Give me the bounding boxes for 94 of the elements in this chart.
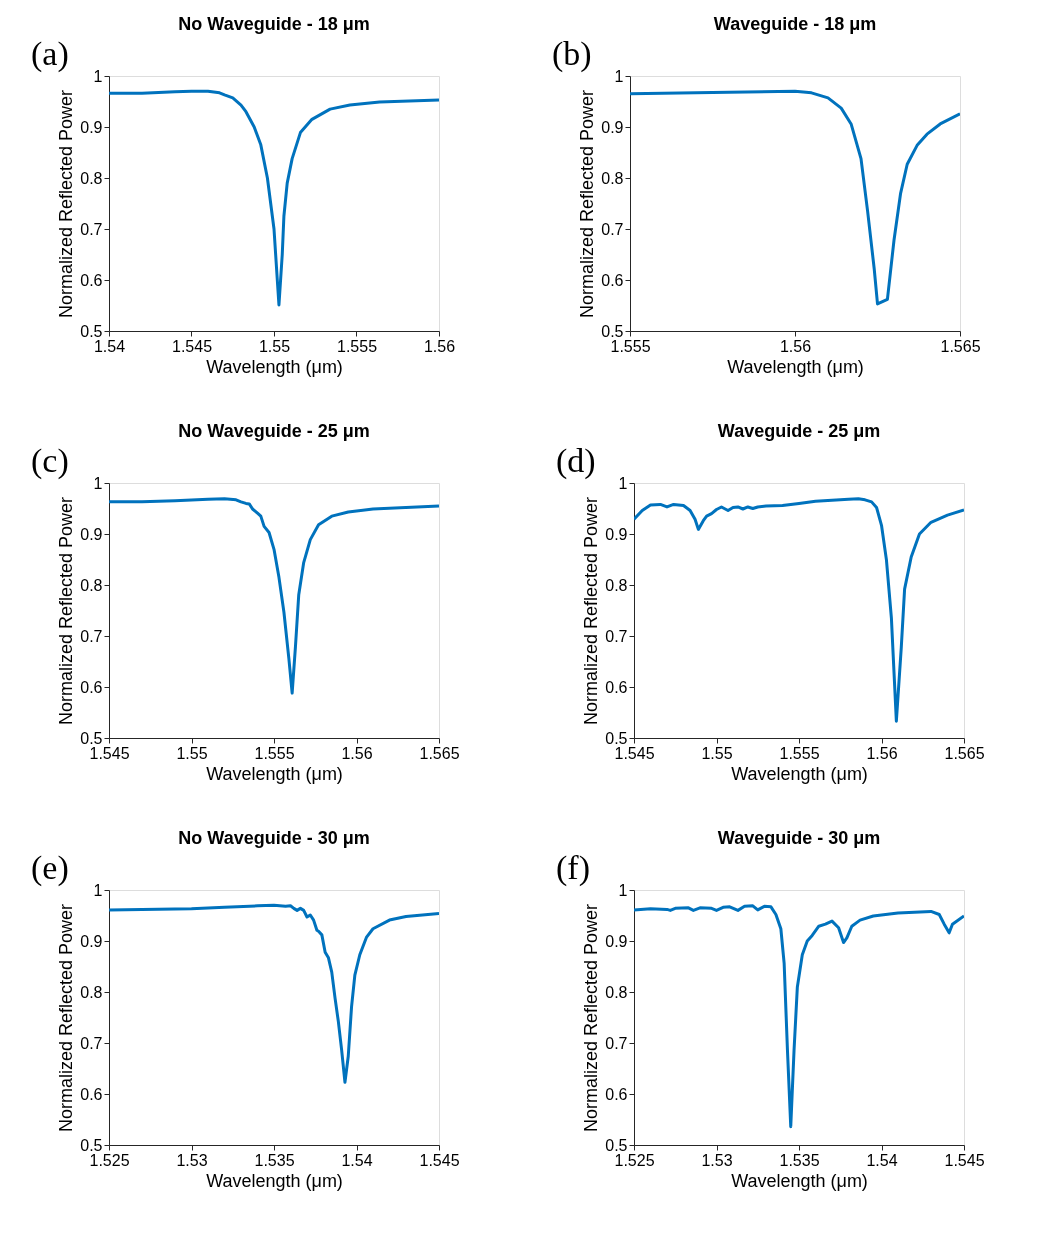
x-tick-label: 1.565 <box>419 744 460 762</box>
x-tick-label: 1.54 <box>341 1151 373 1169</box>
y-tick-label: 0.7 <box>80 220 103 238</box>
x-tick-label: 1.555 <box>610 337 651 355</box>
x-tick-label: 1.545 <box>944 1151 985 1169</box>
line-series <box>109 903 439 1084</box>
chart-title: No Waveguide - 30 μm <box>178 828 370 848</box>
y-tick-label: 0.6 <box>601 271 624 289</box>
x-tick-label: 1.545 <box>89 744 130 762</box>
y-tick-label: 0.9 <box>80 118 103 136</box>
y-tick-label: 1 <box>93 881 103 899</box>
text: (c) <box>31 442 69 480</box>
chart-title: No Waveguide - 18 μm <box>178 14 370 34</box>
y-tick-label: 0.6 <box>605 1085 628 1103</box>
chart-title: Waveguide - 18 μm <box>713 14 877 34</box>
text: (a) <box>31 35 69 73</box>
y-tick-label: 0.6 <box>80 678 103 696</box>
y-tick-label: 0.8 <box>80 576 103 594</box>
y-tick-label: 0.5 <box>80 322 103 340</box>
x-tick-label: 1.525 <box>614 1151 655 1169</box>
x-tick-label: 1.55 <box>176 744 208 762</box>
y-axis-title: Normalized Reflected Power <box>581 496 602 726</box>
y-axis-title: Normalized Reflected Power <box>56 496 77 726</box>
x-tick-label: 1.53 <box>176 1151 208 1169</box>
x-tick-label: 1.545 <box>419 1151 460 1169</box>
x-axis-title: Wavelength (μm) <box>206 356 343 377</box>
y-axis-title: Normalized Reflected Power <box>56 903 77 1133</box>
y-tick-label: 0.5 <box>80 729 103 747</box>
x-tick-label: 1.555 <box>779 744 820 762</box>
line-series <box>634 904 964 1129</box>
y-tick-label: 1 <box>618 881 628 899</box>
line-series <box>109 89 439 307</box>
y-tick-label: 0.9 <box>80 525 103 543</box>
x-tick-label: 1.53 <box>701 1151 733 1169</box>
y-tick-label: 1 <box>618 474 628 492</box>
y-tick-label: 0.7 <box>605 627 628 645</box>
y-tick-label: 0.8 <box>80 169 103 187</box>
y-tick-label: 0.7 <box>80 627 103 645</box>
y-tick-label: 0.9 <box>605 525 628 543</box>
x-tick-label: 1.535 <box>254 1151 295 1169</box>
x-tick-label: 1.55 <box>258 337 291 355</box>
x-tick-label: 1.525 <box>89 1151 130 1169</box>
x-tick-label: 1.56 <box>779 337 812 355</box>
x-tick-label: 1.55 <box>701 744 733 762</box>
x-axis-title: Wavelength (μm) <box>206 763 343 784</box>
y-axis-title: Normalized Reflected Power <box>581 903 602 1133</box>
y-tick-label: 0.6 <box>605 678 628 696</box>
x-tick-label: 1.555 <box>336 337 378 355</box>
y-tick-label: 1 <box>614 67 624 85</box>
x-axis-title: Wavelength (μm) <box>727 356 864 377</box>
y-tick-label: 0.6 <box>80 1085 103 1103</box>
x-tick-label: 1.565 <box>940 337 981 355</box>
x-axis-title: Wavelength (μm) <box>731 763 868 784</box>
x-tick-label: 1.56 <box>423 337 456 355</box>
y-tick-label: 1 <box>93 474 103 492</box>
x-axis-title: Wavelength (μm) <box>206 1170 343 1191</box>
line-series <box>630 89 960 306</box>
y-tick-label: 0.9 <box>80 932 103 950</box>
text: (f) <box>556 849 590 887</box>
x-tick-label: 1.535 <box>779 1151 820 1169</box>
y-axis-title: Normalized Reflected Power <box>56 89 77 319</box>
y-tick-label: 0.5 <box>80 1136 103 1154</box>
x-tick-label: 1.565 <box>944 744 985 762</box>
x-tick-label: 1.56 <box>341 744 373 762</box>
y-tick-label: 0.7 <box>605 1034 628 1052</box>
y-tick-label: 0.5 <box>605 1136 628 1154</box>
x-axis-title: Wavelength (μm) <box>731 1170 868 1191</box>
y-tick-label: 0.5 <box>605 729 628 747</box>
y-axis-title: Normalized Reflected Power <box>577 89 598 319</box>
line-series <box>109 497 439 695</box>
y-tick-label: 0.7 <box>80 1034 103 1052</box>
x-tick-label: 1.545 <box>171 337 213 355</box>
y-tick-label: 0.8 <box>605 576 628 594</box>
y-tick-label: 0.9 <box>605 932 628 950</box>
chart-title: Waveguide - 25 μm <box>717 421 881 441</box>
y-tick-label: 0.5 <box>601 322 624 340</box>
y-tick-label: 0.8 <box>80 983 103 1001</box>
text: (e) <box>31 849 69 887</box>
x-tick-label: 1.545 <box>614 744 655 762</box>
y-tick-label: 1 <box>93 67 103 85</box>
x-tick-label: 1.555 <box>254 744 295 762</box>
text: (b) <box>552 35 592 73</box>
y-tick-label: 0.7 <box>601 220 624 238</box>
x-tick-label: 1.56 <box>866 744 898 762</box>
x-tick-label: 1.54 <box>866 1151 898 1169</box>
chart-title: Waveguide - 30 μm <box>717 828 881 848</box>
y-tick-label: 0.6 <box>80 271 103 289</box>
chart-title: No Waveguide - 25 μm <box>178 421 370 441</box>
y-tick-label: 0.8 <box>601 169 624 187</box>
line-series <box>634 497 964 723</box>
text: (d) <box>556 442 596 480</box>
x-tick-label: 1.54 <box>93 337 126 355</box>
y-tick-label: 0.8 <box>605 983 628 1001</box>
y-tick-label: 0.9 <box>601 118 624 136</box>
